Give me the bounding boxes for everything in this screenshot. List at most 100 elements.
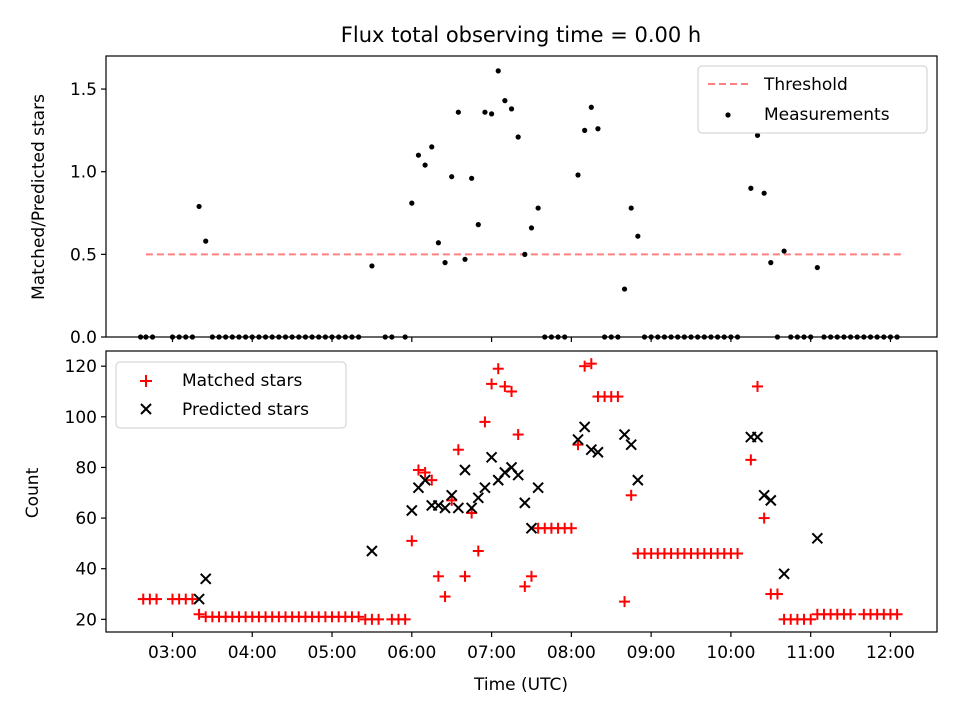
predicted-stars-point	[200, 573, 212, 585]
measurement-point	[528, 225, 535, 231]
predicted-stars-point	[465, 502, 478, 514]
measurement-point	[482, 109, 488, 115]
legend-predicted-label: Predicted stars	[182, 400, 309, 420]
measurement-point	[429, 144, 435, 150]
predicted-stars-point	[585, 444, 598, 456]
predicted-stars-point	[472, 492, 484, 504]
measurement-point	[621, 286, 628, 292]
measurement-point	[502, 98, 508, 104]
matched-stars-point	[419, 467, 431, 479]
matched-stars-point	[499, 380, 511, 392]
matched-stars-point	[486, 378, 498, 390]
measurement-point	[415, 152, 422, 158]
count-panel: 20 40 60 80 100 120 03:00 04:00 05:00 06:00 07:00…	[23, 350, 938, 695]
measurement-point	[814, 264, 820, 271]
matched-stars-point	[845, 608, 857, 620]
y-tick-label: 20	[75, 610, 97, 630]
y-tick-label: 40	[75, 560, 97, 580]
measurement-point	[588, 104, 594, 110]
predicted-stars-point	[751, 431, 764, 443]
y-tick-label: 0.0	[70, 328, 97, 348]
matched-stars-point	[758, 512, 770, 524]
matched-stars-point	[186, 593, 198, 605]
measurement-point	[442, 260, 448, 266]
matched-stars-point	[625, 489, 637, 501]
x-tick-label: 08:00	[547, 643, 596, 663]
matched-stars-point	[151, 593, 163, 605]
legend-measurements-swatch	[725, 112, 731, 118]
predicted-stars-point	[532, 481, 544, 494]
measurement-point	[409, 200, 415, 206]
y-tick-label: 80	[75, 458, 97, 478]
measurement-point	[582, 127, 588, 133]
matched-stars-point	[459, 570, 471, 582]
x-tick-label: 05:00	[308, 643, 357, 663]
measurement-point	[768, 260, 774, 266]
legend-measurements-label: Measurements	[764, 105, 890, 125]
matched-stars-point	[399, 613, 411, 625]
predicted-stars-point	[445, 489, 458, 502]
matched-stars-point	[752, 380, 764, 392]
legend-threshold-label: Threshold	[763, 75, 848, 95]
matched-stars-point	[579, 360, 591, 372]
matched-stars-point	[745, 454, 757, 466]
measurement-point	[475, 222, 481, 228]
x-tick-label: 12:00	[866, 643, 915, 663]
matched-stars-point	[525, 570, 537, 582]
measurement-point	[422, 162, 428, 168]
predicted-stars-point	[485, 451, 498, 464]
matched-stars-point	[492, 363, 504, 375]
predicted-stars-point	[452, 502, 465, 514]
x-tick-label: 11:00	[786, 643, 835, 663]
predicted-stars-point	[632, 474, 644, 486]
count-panel-frame	[105, 350, 938, 633]
measurement-point	[754, 132, 761, 138]
matched-stars-point	[732, 548, 744, 560]
legend-predicted-swatch	[140, 403, 152, 415]
ratio-panel: 0.0 0.5 1.0 1.5 Matched/Predicted stars Thr…	[29, 55, 938, 348]
measurement-point	[522, 251, 528, 257]
matched-stars-point	[585, 358, 597, 370]
predicted-stars-point	[592, 446, 604, 458]
y-tick-label: 1.0	[70, 163, 97, 183]
predicted-stars-point	[512, 469, 524, 481]
matched-stars-point	[406, 535, 418, 547]
predicted-stars-point	[572, 433, 584, 446]
predicted-stars-point	[519, 497, 531, 509]
measurement-point	[449, 174, 455, 180]
legend-matched-label: Matched stars	[182, 371, 302, 391]
y-tick-label: 120	[65, 357, 97, 377]
legend-matched-swatch	[140, 375, 152, 387]
predicted-stars-point	[625, 438, 637, 451]
matched-stars-point	[373, 613, 385, 625]
measurement-point	[196, 203, 202, 210]
matched-stars-point	[619, 596, 631, 608]
predicted-stars-point	[811, 532, 824, 545]
predicted-stars-point	[765, 494, 777, 507]
measurement-point	[203, 238, 209, 244]
matched-stars-point	[412, 464, 424, 476]
measurement-point	[435, 240, 441, 246]
matched-stars-point	[479, 416, 491, 428]
y-tick-label: 100	[65, 408, 97, 428]
y-tick-label: 60	[75, 509, 97, 529]
predicted-stars-point	[459, 464, 471, 476]
matched-stars-point	[353, 611, 365, 623]
predicted-stars-point	[366, 545, 378, 557]
chart-title: Flux total observing time = 0.00 h	[341, 23, 701, 47]
ratio-panel-frame	[105, 55, 938, 338]
measurement-point	[495, 68, 501, 74]
measurement-point	[761, 190, 767, 196]
predicted-stars-point	[479, 481, 491, 494]
predicted-stars-point	[406, 504, 418, 517]
x-tick-label: 03:00	[148, 643, 197, 663]
count-y-axis-label: Count	[23, 467, 43, 518]
ratio-y-axis-label: Matched/Predicted stars	[29, 94, 49, 300]
matched-stars-point	[426, 474, 438, 486]
measurement-point	[575, 172, 581, 178]
x-tick-label: 04:00	[228, 643, 277, 663]
measurement-point	[748, 185, 754, 191]
x-tick-label: 09:00	[627, 643, 676, 663]
predicted-stars-point	[778, 568, 790, 580]
